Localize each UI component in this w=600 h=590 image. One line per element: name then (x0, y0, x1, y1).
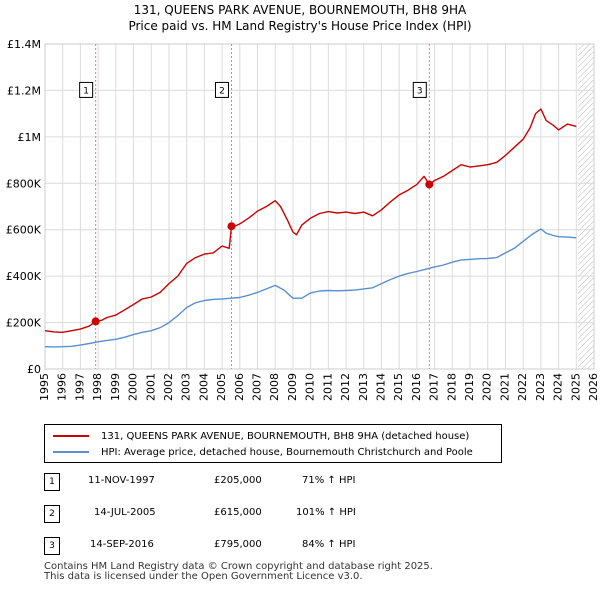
x-tick-label: 2012 (339, 373, 352, 401)
y-tick-label: £1M (18, 131, 42, 144)
x-tick-label: 2000 (127, 373, 140, 401)
x-tick-label: 2007 (251, 373, 264, 401)
legend-swatch-hpi (53, 451, 89, 453)
chart-title: 131, QUEENS PARK AVENUE, BOURNEMOUTH, BH… (133, 3, 467, 17)
chart-subtitle: Price paid vs. HM Land Registry's House … (128, 19, 472, 33)
y-tick-label: £200K (6, 317, 42, 330)
sale-point (91, 317, 100, 326)
x-tick-label: 1995 (38, 373, 51, 401)
sale-row: 1 11-NOV-1997 £205,000 71% ↑ HPI (44, 473, 444, 491)
x-tick-label: 2005 (215, 373, 228, 401)
sale-date: 11-NOV-1997 (88, 475, 155, 486)
x-tick-label: 1998 (91, 373, 104, 401)
legend-label-property: 131, QUEENS PARK AVENUE, BOURNEMOUTH, BH… (101, 430, 470, 442)
y-tick-label: £600K (6, 224, 42, 237)
sale-hpi-change: 71% ↑ HPI (302, 475, 356, 486)
x-tick-label: 2022 (516, 373, 529, 401)
sale-date: 14-JUL-2005 (94, 507, 156, 518)
x-tick-label: 1999 (109, 373, 122, 401)
y-tick-label: £1.2M (7, 84, 41, 97)
x-tick-label: 2020 (481, 373, 494, 401)
legend-swatch-property (53, 435, 89, 437)
x-tick-label: 2006 (233, 373, 246, 401)
property-series-line (44, 108, 577, 333)
sale-date: 14-SEP-2016 (90, 539, 154, 550)
sale-price: £205,000 (214, 475, 262, 486)
sale-marker-label: 3 (417, 86, 423, 96)
x-tick-label: 2002 (162, 373, 175, 401)
plot-area (44, 43, 595, 370)
footer-line-2: This data is licensed under the Open Gov… (44, 571, 363, 582)
x-tick-label: 2009 (286, 373, 299, 401)
sale-price: £615,000 (214, 507, 262, 518)
footer: Contains HM Land Registry data © Crown c… (44, 562, 433, 582)
projection-band (578, 44, 594, 369)
x-tick-label: 2008 (268, 373, 281, 401)
sale-number: 2 (44, 505, 60, 523)
y-tick-label: £0 (27, 363, 41, 376)
hpi-series-line (44, 228, 577, 348)
sale-number: 1 (44, 473, 60, 491)
footer-line-1: Contains HM Land Registry data © Crown c… (44, 561, 433, 572)
sale-marker-label: 1 (83, 86, 89, 96)
sale-price: £795,000 (214, 539, 262, 550)
y-tick-label: £400K (6, 270, 42, 283)
x-tick-label: 2018 (445, 373, 458, 401)
x-tick-label: 1997 (73, 373, 86, 401)
sale-marker-box (79, 81, 94, 98)
legend-item-property: 131, QUEENS PARK AVENUE, BOURNEMOUTH, BH… (53, 429, 469, 443)
price-chart: £0 £200K £400K £600K £800K £1M £1.2M £1.4M 1995 1… (6, 38, 600, 401)
sale-row: 3 14-SEP-2016 £795,000 84% ↑ HPI (44, 537, 444, 555)
x-tick-label: 2017 (428, 373, 441, 401)
x-tick-label: 2026 (587, 373, 600, 401)
x-tick-label: 2025 (569, 373, 582, 401)
x-tick-label: 2001 (144, 373, 157, 401)
legend-label-hpi: HPI: Average price, detached house, Bour… (101, 446, 473, 458)
sale-marker-box (412, 81, 427, 98)
sale-hpi-change: 84% ↑ HPI (302, 539, 356, 550)
chart-legend: 131, QUEENS PARK AVENUE, BOURNEMOUTH, BH… (44, 424, 502, 463)
sale-point (425, 180, 434, 189)
legend-item-hpi: HPI: Average price, detached house, Bour… (53, 445, 473, 459)
sale-row: 2 14-JUL-2005 £615,000 101% ↑ HPI (44, 505, 444, 523)
sale-hpi-change: 101% ↑ HPI (296, 507, 356, 518)
x-tick-label: 2013 (357, 373, 370, 401)
x-tick-label: 2014 (374, 373, 387, 401)
x-tick-label: 2004 (197, 373, 210, 401)
x-tick-label: 2019 (463, 373, 476, 401)
x-tick-label: 2024 (552, 373, 565, 401)
x-tick-label: 2021 (498, 373, 511, 401)
x-tick-label: 2010 (304, 373, 317, 401)
x-tick-label: 2011 (321, 373, 334, 401)
y-tick-label: £800K (6, 177, 42, 190)
sale-marker-box (214, 81, 229, 98)
sale-point (227, 222, 236, 231)
x-tick-label: 2023 (534, 373, 547, 401)
x-tick-label: 2016 (410, 373, 423, 401)
y-tick-label: £1.4M (7, 38, 41, 51)
x-tick-label: 2003 (180, 373, 193, 401)
x-tick-label: 1996 (56, 373, 69, 401)
sale-number: 3 (44, 537, 60, 555)
x-tick-label: 2015 (392, 373, 405, 401)
sale-marker-label: 2 (219, 86, 225, 96)
